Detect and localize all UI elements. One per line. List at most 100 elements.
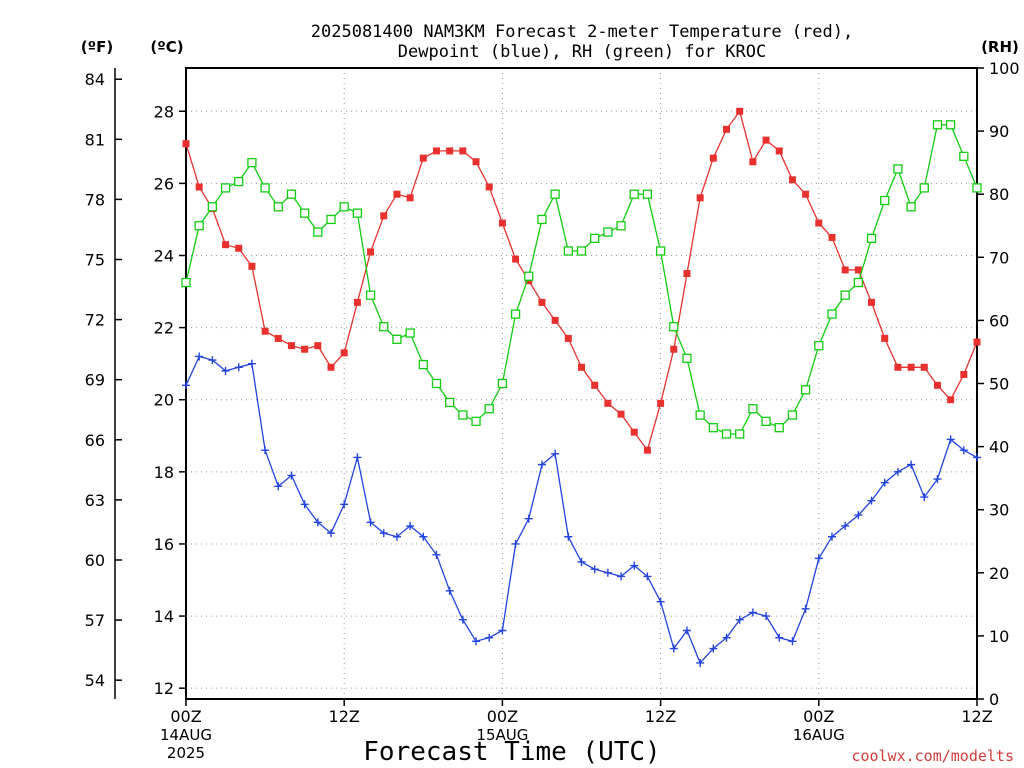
dewpoint-point <box>485 633 494 642</box>
rh-point <box>827 309 837 319</box>
credit-link[interactable]: coolwx.com/modelts <box>851 747 1014 765</box>
rh-unit-label: (RH) <box>981 38 1019 56</box>
rh-point <box>959 151 969 161</box>
temperature-point <box>261 327 269 335</box>
rh-tick-label: 100 <box>989 59 1020 78</box>
rh-point <box>932 120 943 130</box>
temperature-point <box>775 147 783 155</box>
temperature-point <box>881 334 889 342</box>
fahrenheit-unit-label: (ºF) <box>81 38 113 56</box>
temperature-point <box>723 125 731 133</box>
rh-point <box>695 410 705 420</box>
fahrenheit-tick-label: 57 <box>85 611 105 630</box>
dewpoint-point <box>392 532 401 541</box>
x-tick-date-label: 14AUG <box>160 726 212 744</box>
celsius-tick-label: 26 <box>154 174 174 193</box>
temperature-point <box>670 345 678 353</box>
fahrenheit-tick-label: 81 <box>85 130 105 149</box>
dewpoint-point <box>748 608 757 617</box>
rh-tick-label: 20 <box>989 564 1009 583</box>
temperature-point <box>749 158 757 166</box>
rh-point <box>510 309 521 319</box>
temperature-point <box>498 219 506 227</box>
temperature-point <box>195 183 203 191</box>
temperature-point <box>472 158 480 166</box>
dewpoint-point <box>867 496 876 505</box>
rh-point <box>524 271 534 281</box>
x-tick-label: 00Z <box>803 707 834 726</box>
rh-point <box>655 246 666 256</box>
dewpoint-point <box>696 658 705 667</box>
rh-point <box>471 416 481 427</box>
temperature-point <box>762 136 770 144</box>
dewpoint-point <box>880 478 889 487</box>
rh-point <box>708 423 718 433</box>
temperature-point <box>709 154 717 162</box>
temperature-point <box>960 370 968 378</box>
celsius-tick-label: 12 <box>154 679 174 698</box>
dewpoint-point <box>182 381 190 390</box>
x-axis-title: Forecast Time (UTC) <box>363 737 660 767</box>
dewpoint-point <box>762 612 771 621</box>
temperature-point <box>696 194 704 202</box>
dewpoint-point <box>630 561 639 570</box>
rh-point <box>497 378 508 389</box>
rh-tick-label: 40 <box>989 438 1009 457</box>
grid-lines <box>186 68 977 699</box>
dewpoint-point <box>564 532 573 541</box>
rh-point <box>352 208 363 218</box>
celsius-tick-label: 14 <box>154 607 174 626</box>
rh-point <box>590 233 600 244</box>
temperature-point <box>854 266 862 274</box>
dewpoint-point <box>366 518 375 527</box>
rh-point <box>945 120 956 130</box>
dewpoint-point <box>854 511 863 520</box>
rh-tick-label: 30 <box>989 501 1009 520</box>
dewpoint-point <box>841 521 850 530</box>
rh-point <box>194 221 204 231</box>
rh-point <box>603 227 613 237</box>
data-series <box>181 107 982 667</box>
rh-point <box>458 410 468 420</box>
rh-point <box>181 277 191 288</box>
rh-point <box>669 322 679 332</box>
temperature-point <box>947 396 955 404</box>
fahrenheit-tick-label: 60 <box>85 551 105 570</box>
dewpoint-line <box>185 355 978 665</box>
dewpoint-point <box>827 532 836 541</box>
rh-point <box>840 290 850 300</box>
rh-point <box>774 423 784 433</box>
temperature-point <box>459 147 467 155</box>
celsius-tick-label: 22 <box>154 319 174 338</box>
rh-point <box>893 164 903 174</box>
dewpoint-point <box>524 514 533 523</box>
rh-point <box>919 183 929 193</box>
dewpoint-point <box>261 446 270 455</box>
rh-point <box>234 176 244 187</box>
dewpoint-point <box>801 604 810 613</box>
x-tick-label: 00Z <box>487 707 518 726</box>
rh-point <box>299 208 310 218</box>
temperature-point <box>815 219 823 227</box>
dewpoint-point <box>590 565 599 574</box>
temperature-point <box>578 363 585 371</box>
temperature-point <box>353 298 361 306</box>
rh-point <box>326 214 336 225</box>
dewpoint-point <box>379 529 388 538</box>
dewpoint-point <box>445 586 454 595</box>
rh-point <box>405 328 415 338</box>
temperature-point <box>340 349 348 357</box>
rh-tick-label: 50 <box>989 375 1009 394</box>
dewpoint-point <box>669 644 678 653</box>
rh-point <box>207 202 218 212</box>
rh-point <box>339 202 349 212</box>
axes: 12 14 16 18 20 22 24 26 28 54 57 60 63 66 69 72 75 78 81 84… <box>85 59 1020 762</box>
rh-tick-label: 80 <box>989 185 1009 204</box>
rh-point <box>563 246 573 256</box>
temperature-point <box>683 270 691 278</box>
temperature-point <box>591 381 599 389</box>
dewpoint-point <box>577 557 586 566</box>
dewpoint-point <box>274 482 283 491</box>
rh-point <box>629 189 639 199</box>
chart-title-line-2: Dewpoint (blue), RH (green) for KROC <box>398 42 766 62</box>
